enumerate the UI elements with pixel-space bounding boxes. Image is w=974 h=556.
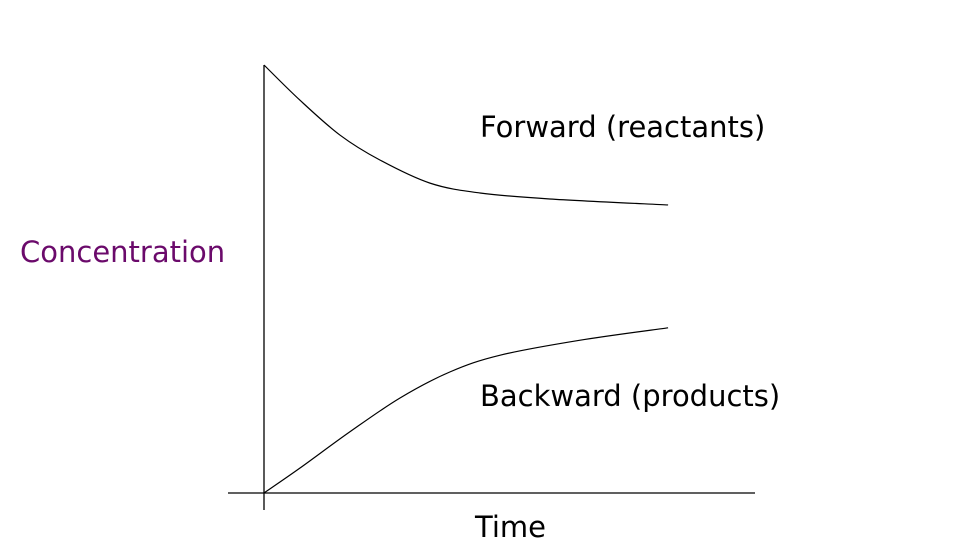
series-label-forward: Forward (reactants) [480, 110, 765, 144]
y-axis-label: Concentration [20, 235, 225, 269]
series-label-backward: Backward (products) [480, 379, 780, 413]
backward-curve [263, 327, 669, 494]
forward-curve [263, 64, 669, 206]
x-axis-label: Time [474, 510, 546, 544]
